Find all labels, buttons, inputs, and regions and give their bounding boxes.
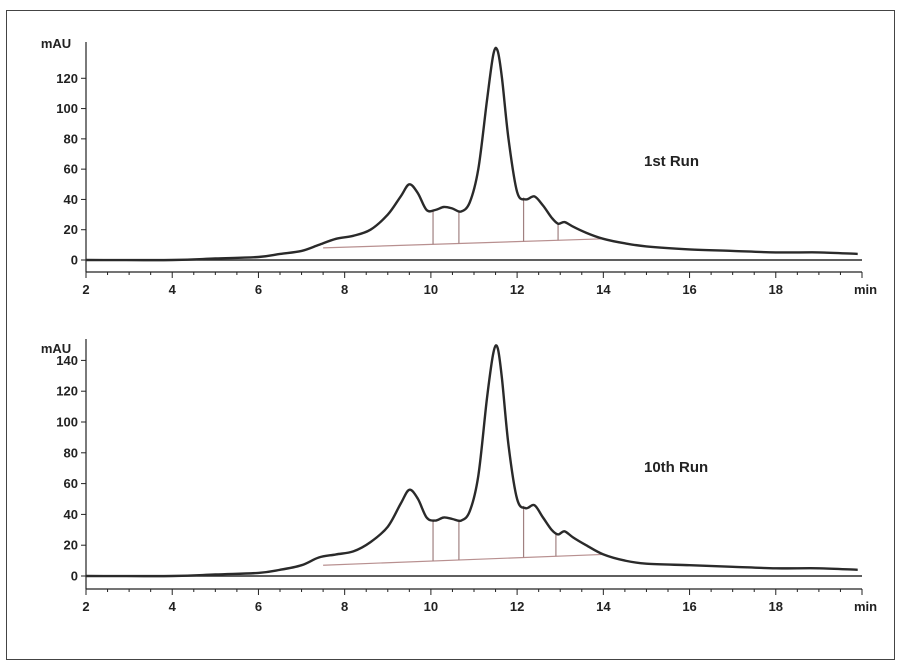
y-tick-label: 140 <box>56 353 78 368</box>
chromatogram-panel-2: mAU 0 20 40 60 80 100 120 140 2 4 6 8 10 12 14 16 18 min 10… <box>41 339 877 614</box>
x-tick-label: 12 <box>510 599 524 614</box>
y-tick-label: 100 <box>56 415 78 430</box>
x-tick-label: 6 <box>255 282 262 297</box>
x-tick-label: 4 <box>169 599 177 614</box>
signal-trace <box>85 46 858 262</box>
integration-baseline <box>323 553 604 566</box>
y-tick-label: 60 <box>64 476 78 491</box>
y-tick-label: 20 <box>64 538 78 553</box>
y-tick-label: 40 <box>64 507 78 522</box>
y-axis-unit-label: mAU <box>41 36 71 51</box>
x-tick-label: 10 <box>424 599 438 614</box>
run-annotation: 10th Run <box>644 459 708 476</box>
chromatogram-figure-frame <box>6 10 895 660</box>
y-tick-label: 80 <box>64 445 78 460</box>
x-tick-label: 4 <box>169 282 177 297</box>
y-tick-label: 120 <box>56 384 78 399</box>
chromatogram-panel-1: mAU 0 20 40 60 80 100 120 2 4 6 8 10 12 14 16 18 min 1st R… <box>41 36 877 297</box>
x-tick-label: 2 <box>82 599 89 614</box>
x-tick-label: 14 <box>596 599 611 614</box>
y-axis-unit-label: mAU <box>41 341 71 356</box>
x-tick-label: 10 <box>424 282 438 297</box>
y-tick-label: 60 <box>64 162 78 177</box>
x-tick-label: 16 <box>682 282 696 297</box>
y-tick-label: 0 <box>71 253 78 268</box>
y-tick-label: 0 <box>71 569 78 584</box>
signal-trace <box>85 344 858 578</box>
x-tick-label: 2 <box>82 282 89 297</box>
x-tick-label: 16 <box>682 599 696 614</box>
x-tick-label: 18 <box>769 282 783 297</box>
x-axis-unit-label: min <box>854 599 877 614</box>
y-tick-label: 80 <box>64 131 78 146</box>
integration-baseline <box>323 238 604 249</box>
run-annotation: 1st Run <box>644 153 699 170</box>
x-tick-label: 8 <box>341 599 348 614</box>
x-axis-unit-label: min <box>854 282 877 297</box>
x-tick-label: 14 <box>596 282 611 297</box>
x-tick-label: 6 <box>255 599 262 614</box>
y-tick-label: 100 <box>56 101 78 116</box>
x-tick-label: 8 <box>341 282 348 297</box>
y-tick-label: 120 <box>56 71 78 86</box>
x-tick-label: 18 <box>769 599 783 614</box>
y-tick-label: 20 <box>64 222 78 237</box>
y-tick-label: 40 <box>64 192 78 207</box>
x-tick-label: 12 <box>510 282 524 297</box>
